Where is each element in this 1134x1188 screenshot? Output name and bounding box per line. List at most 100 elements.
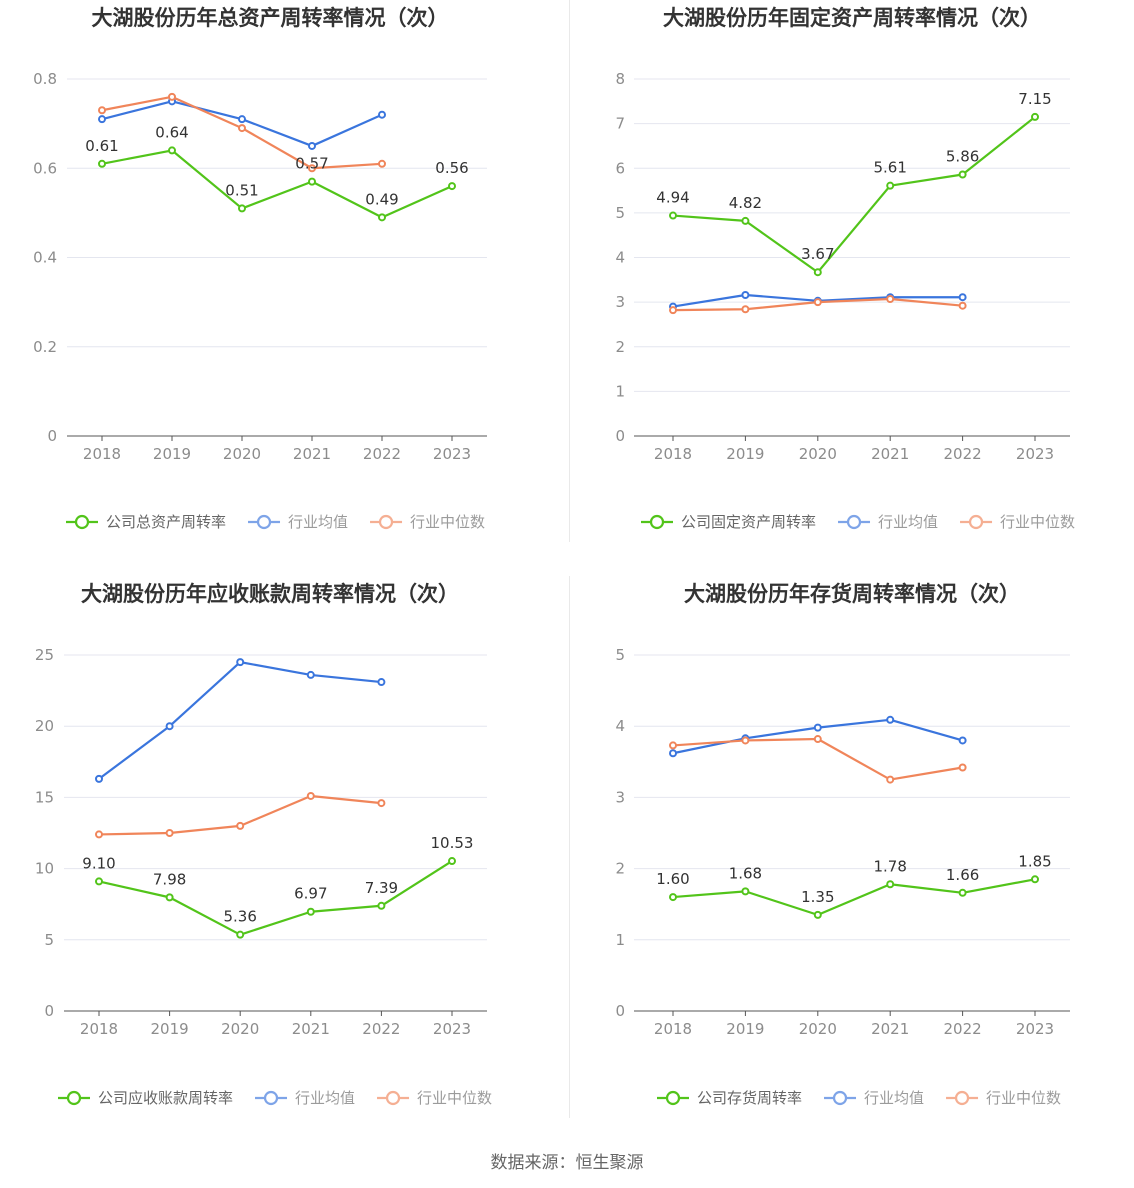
x-tick-label: 2022 [944,445,982,463]
x-tick-label: 2020 [799,1020,837,1038]
data-label: 5.86 [946,147,979,165]
y-tick-label: 1 [615,382,625,400]
x-tick-label: 2022 [363,445,401,463]
legend-marker [832,1090,848,1106]
data-point-company [308,177,316,186]
x-tick-label: 2022 [944,1020,982,1038]
data-label: 1.66 [946,866,979,884]
data-label: 7.98 [153,870,186,888]
y-tick-label: 0.2 [33,338,57,356]
data-point-median [669,741,677,750]
data-label: 5.61 [873,159,906,177]
y-tick-label: 4 [615,249,625,267]
chart-title: 大湖股份历年固定资产周转率情况（次） [663,6,1041,30]
chart-svg: 大湖股份历年固定资产周转率情况（次） 0 1 2 3 4 5 6 7 8 2018 2019 2020 2… [615,6,1075,531]
chart-panel-inventory-turnover: 大湖股份历年存货周转率情况（次） 0 1 2 3 4 5 2018 2019 2020 2021 20… [567,576,1134,1152]
data-point-median [886,775,895,784]
data-point-median [238,124,246,133]
x-tick-label: 2021 [871,1020,909,1038]
data-label: 1.35 [801,888,834,906]
series-line-company [98,860,453,936]
y-tick-label: 4 [615,717,625,735]
data-label: 0.51 [225,181,258,199]
data-point-median [95,830,103,839]
x-tick-label: 2018 [80,1020,118,1038]
x-tick-label: 2019 [726,445,764,463]
data-point-company [741,887,750,896]
data-point-avg [669,749,677,758]
y-tick-label: 2 [615,860,625,878]
data-label: 0.57 [295,155,328,173]
y-tick-label: 10 [35,860,54,878]
legend-label: 行业中位数 [986,1089,1061,1107]
data-point-median [236,821,245,830]
x-tick-label: 2023 [1016,1020,1054,1038]
data-point-median [168,92,176,101]
data-label: 0.64 [155,123,188,141]
y-tick-label: 25 [35,646,54,664]
data-point-median [741,305,750,314]
x-tick-label: 2023 [433,1020,471,1038]
y-tick-label: 0 [615,1002,625,1020]
legend-marker [74,514,90,530]
data-label: 1.60 [656,870,689,888]
x-tick-label: 2020 [223,445,261,463]
data-point-company [813,268,822,277]
data-label: 0.61 [85,137,118,155]
chart-svg: 大湖股份历年总资产周转率情况（次） 0 0.2 0.4 0.6 0.8 2018 2019 20… [33,6,487,531]
chart-title: 大湖股份历年应收账款周转率情况（次） [81,582,459,606]
legend-item-company: 公司总资产周转率 [66,513,226,531]
data-label: 0.56 [435,159,468,177]
x-tick-label: 2020 [221,1020,259,1038]
data-label: 10.53 [431,834,474,852]
legend-marker [256,514,272,530]
y-tick-label: 3 [615,788,625,806]
x-tick-label: 2019 [726,1020,764,1038]
legend-marker [968,514,984,530]
chart-title: 大湖股份历年存货周转率情况（次） [684,582,1020,606]
legend-item-avg: 行业均值 [248,513,348,531]
data-point-company [669,211,677,220]
series-line-avg [101,100,383,148]
x-tick-label: 2023 [1016,445,1054,463]
y-tick-label: 5 [615,646,625,664]
data-point-avg [886,715,895,724]
data-label: 5.36 [223,908,256,926]
data-label: 4.82 [729,194,762,212]
data-point-avg [95,774,103,783]
legend-marker [846,514,862,530]
x-tick-label: 2018 [654,445,692,463]
legend-label: 行业均值 [878,513,938,531]
x-tick-label: 2019 [151,1020,189,1038]
legend-item-avg: 行业均值 [824,1089,924,1107]
data-source-note: 数据来源：恒生聚源 [490,1153,644,1173]
data-point-company [813,910,822,919]
data-point-median [377,799,386,808]
data-point-avg [958,293,967,302]
y-tick-label: 1 [615,931,625,949]
legend-label: 行业中位数 [410,513,485,531]
legend-label: 公司存货周转率 [697,1089,802,1107]
data-point-company [98,159,106,168]
legend-marker [665,1090,681,1106]
x-tick-label: 2018 [654,1020,692,1038]
data-label: 1.85 [1018,852,1051,870]
legend-item-median: 行业中位数 [370,513,485,531]
x-tick-label: 2018 [83,445,121,463]
data-point-company [1031,875,1039,884]
data-point-company [958,888,967,897]
data-point-median [813,735,822,744]
data-label: 7.15 [1018,90,1051,108]
data-point-median [306,791,315,800]
legend-marker [385,1090,401,1106]
y-tick-label: 15 [35,788,54,806]
legend-label: 行业均值 [864,1089,924,1107]
chart-panel-receivables-turnover: 大湖股份历年应收账款周转率情况（次） 0 5 10 15 20 25 2018 2019 2020… [0,576,567,1152]
legend-item-median: 行业中位数 [377,1089,492,1107]
x-tick-label: 2021 [871,445,909,463]
data-point-company [238,204,246,213]
legend-marker [649,514,665,530]
data-point-median [886,295,895,304]
legend-label: 行业中位数 [417,1089,492,1107]
series-line-avg [98,661,382,780]
